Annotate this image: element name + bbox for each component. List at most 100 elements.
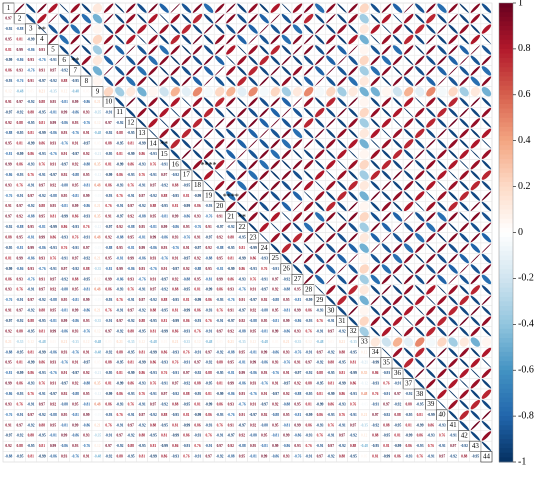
correlation-ellipse — [226, 45, 236, 55]
correlation-ellipse — [237, 107, 247, 118]
correlation-value: 0.97 — [5, 215, 11, 219]
correlation-ellipse — [448, 379, 458, 389]
colorbar-step — [499, 365, 513, 371]
correlation-ellipse — [459, 180, 469, 191]
correlation-ellipse — [470, 347, 481, 358]
colorbar-step — [499, 452, 513, 458]
correlation-value: 0.48 — [94, 236, 100, 240]
correlation-value: 0.97 — [194, 361, 200, 365]
correlation-ellipse — [215, 107, 225, 118]
correlation-value: 0.76 — [128, 288, 134, 292]
correlation-value: -0.48 — [94, 455, 102, 459]
correlation-value: -0.93 — [116, 402, 124, 406]
correlation-value: 0.88 — [383, 423, 389, 427]
correlation-value: -0.92 — [149, 194, 157, 198]
correlation-ellipse — [415, 128, 425, 139]
correlation-value: 0.93 — [5, 288, 11, 292]
correlation-value: 0.97 — [139, 194, 145, 198]
correlation-value: 0.21 — [283, 340, 289, 344]
correlation-ellipse — [281, 3, 292, 13]
correlation-value: -0.86 — [49, 350, 57, 354]
colorbar-step — [499, 44, 513, 50]
correlation-ellipse — [381, 13, 392, 24]
correlation-ellipse — [426, 347, 436, 358]
correlation-value: 0.88 — [194, 382, 200, 386]
correlation-ellipse — [392, 316, 403, 326]
correlation-ellipse — [137, 3, 147, 13]
correlation-ellipse — [270, 212, 280, 222]
correlation-value: 0.91 — [283, 371, 289, 375]
correlation-ellipse — [159, 24, 169, 34]
colorbar-step — [499, 58, 513, 64]
correlation-ellipse — [459, 389, 469, 399]
correlation-value: 0.88 — [317, 371, 323, 375]
correlation-ellipse — [415, 13, 425, 24]
colorbar-tick-label: -1 — [518, 456, 526, 467]
correlation-value: 0.91 — [83, 131, 89, 135]
correlation-ellipse — [215, 180, 225, 191]
correlation-ellipse — [437, 55, 447, 66]
correlation-ellipse — [403, 274, 414, 285]
correlation-ellipse — [359, 295, 369, 306]
correlation-ellipse — [470, 233, 481, 243]
correlation-value: -0.91 — [105, 434, 113, 438]
correlation-value: -0.35 — [294, 340, 302, 344]
correlation-ellipse — [481, 128, 492, 139]
correlation-ellipse — [448, 368, 458, 379]
correlation-ellipse — [315, 107, 325, 118]
correlation-value: 0.92 — [117, 225, 123, 229]
correlation-value: -0.88 — [71, 392, 79, 396]
correlation-ellipse — [370, 233, 381, 243]
correlation-ellipse — [237, 34, 247, 45]
correlation-value: -0.92 — [227, 225, 235, 229]
correlation-ellipse — [148, 97, 158, 107]
correlation-ellipse — [81, 24, 92, 34]
correlation-ellipse — [481, 420, 492, 431]
correlation-value: -0.35 — [94, 267, 102, 271]
correlation-ellipse — [415, 107, 425, 118]
correlation-ellipse — [270, 66, 280, 76]
correlation-ellipse — [426, 337, 436, 347]
correlation-value: 0.81 — [228, 256, 234, 260]
correlation-value: -0.99 — [138, 142, 146, 146]
significance-stars: ** — [38, 25, 46, 34]
correlation-ellipse — [448, 139, 458, 149]
correlation-value: -0.93 — [149, 152, 157, 156]
colorbar-step — [499, 103, 513, 109]
correlation-value: 0.12 — [194, 340, 200, 344]
correlation-ellipse — [281, 139, 292, 149]
correlation-value: -0.92 — [305, 371, 313, 375]
correlation-value: 0.88 — [150, 423, 156, 427]
correlation-ellipse — [126, 86, 136, 97]
correlation-ellipse — [148, 118, 158, 128]
correlation-value: 0.05 — [217, 340, 223, 344]
correlation-ellipse — [403, 3, 414, 13]
correlation-ellipse — [159, 3, 169, 13]
correlation-value: 0.91 — [72, 361, 78, 365]
correlation-ellipse — [103, 24, 114, 34]
correlation-value: 0.81 — [161, 434, 167, 438]
correlation-ellipse — [281, 24, 292, 34]
correlation-ellipse — [437, 3, 447, 13]
colorbar-step — [499, 379, 513, 385]
correlation-value: -0.97 — [260, 402, 268, 406]
correlation-value: -0.86 — [83, 423, 91, 427]
correlation-value: -0.95 — [27, 444, 35, 448]
correlation-ellipse — [315, 24, 325, 34]
correlation-value: -0.88 — [83, 163, 91, 167]
colorbar-step — [499, 296, 513, 302]
correlation-ellipse — [348, 118, 358, 128]
correlation-value: -0.86 — [149, 246, 157, 250]
correlation-ellipse — [426, 358, 436, 368]
correlation-value: 0.81 — [383, 444, 389, 448]
correlation-ellipse — [437, 149, 447, 159]
correlation-value: -0.76 — [38, 58, 46, 62]
correlation-value: 0.86 — [28, 371, 34, 375]
correlation-ellipse — [148, 76, 158, 86]
correlation-ellipse — [148, 24, 158, 34]
correlation-value: 0.97 — [39, 402, 45, 406]
correlation-value: -0.91 — [272, 267, 280, 271]
correlation-value: 0.76 — [117, 194, 123, 198]
correlation-ellipse — [381, 347, 392, 358]
colorbar-tick-label: 1 — [518, 0, 523, 8]
